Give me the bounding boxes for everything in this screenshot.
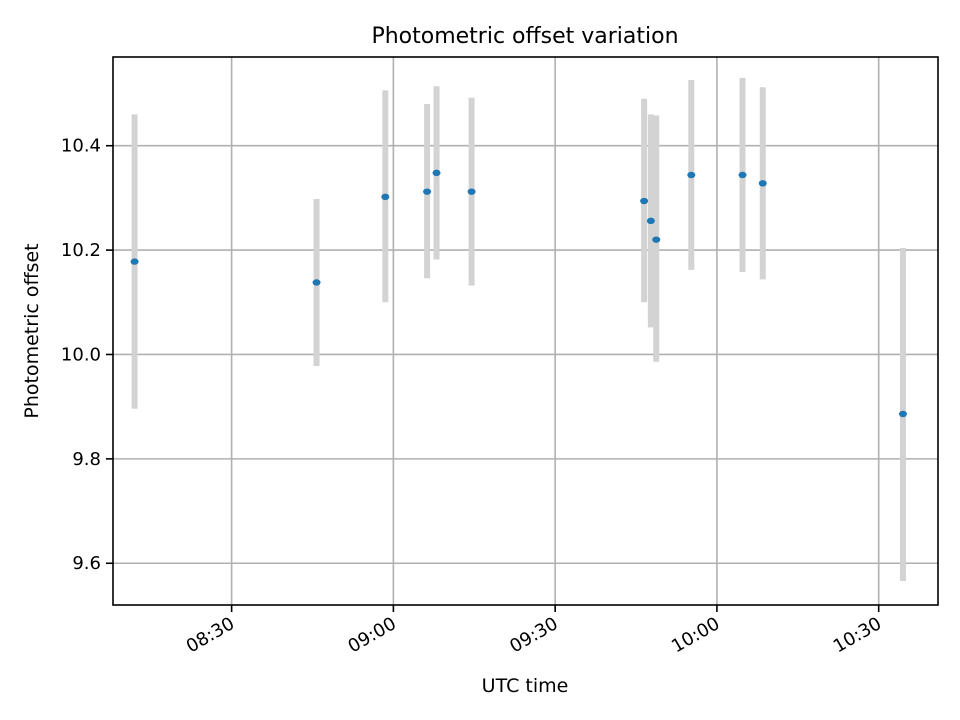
- y-tick-label: 9.8: [72, 449, 101, 470]
- data-point: [758, 180, 767, 187]
- data-points: [130, 169, 907, 418]
- data-point: [898, 410, 907, 418]
- plot-frame: [112, 56, 939, 606]
- y-tick-label: 9.6: [72, 553, 101, 574]
- data-point: [646, 217, 655, 225]
- data-point: [381, 193, 390, 201]
- data-point: [432, 169, 441, 177]
- y-axis-label: Photometric offset: [21, 243, 43, 418]
- data-point: [687, 171, 696, 179]
- x-axis-label: UTC time: [482, 675, 569, 697]
- y-tick-label: 10.4: [61, 136, 101, 157]
- chart-title: Photometric offset variation: [371, 24, 678, 49]
- y-tick-label: 10.0: [61, 344, 101, 365]
- data-point: [738, 171, 747, 179]
- y-tick-label: 10.2: [61, 240, 101, 261]
- y-axis-ticks: 9.6 9.8 10.0 10.2 10.4: [61, 136, 113, 574]
- data-point: [467, 188, 476, 195]
- data-point: [312, 279, 321, 286]
- data-point: [652, 236, 661, 243]
- data-point: [423, 188, 432, 195]
- data-point: [130, 258, 139, 265]
- data-point: [640, 197, 649, 205]
- gridlines: [113, 57, 938, 605]
